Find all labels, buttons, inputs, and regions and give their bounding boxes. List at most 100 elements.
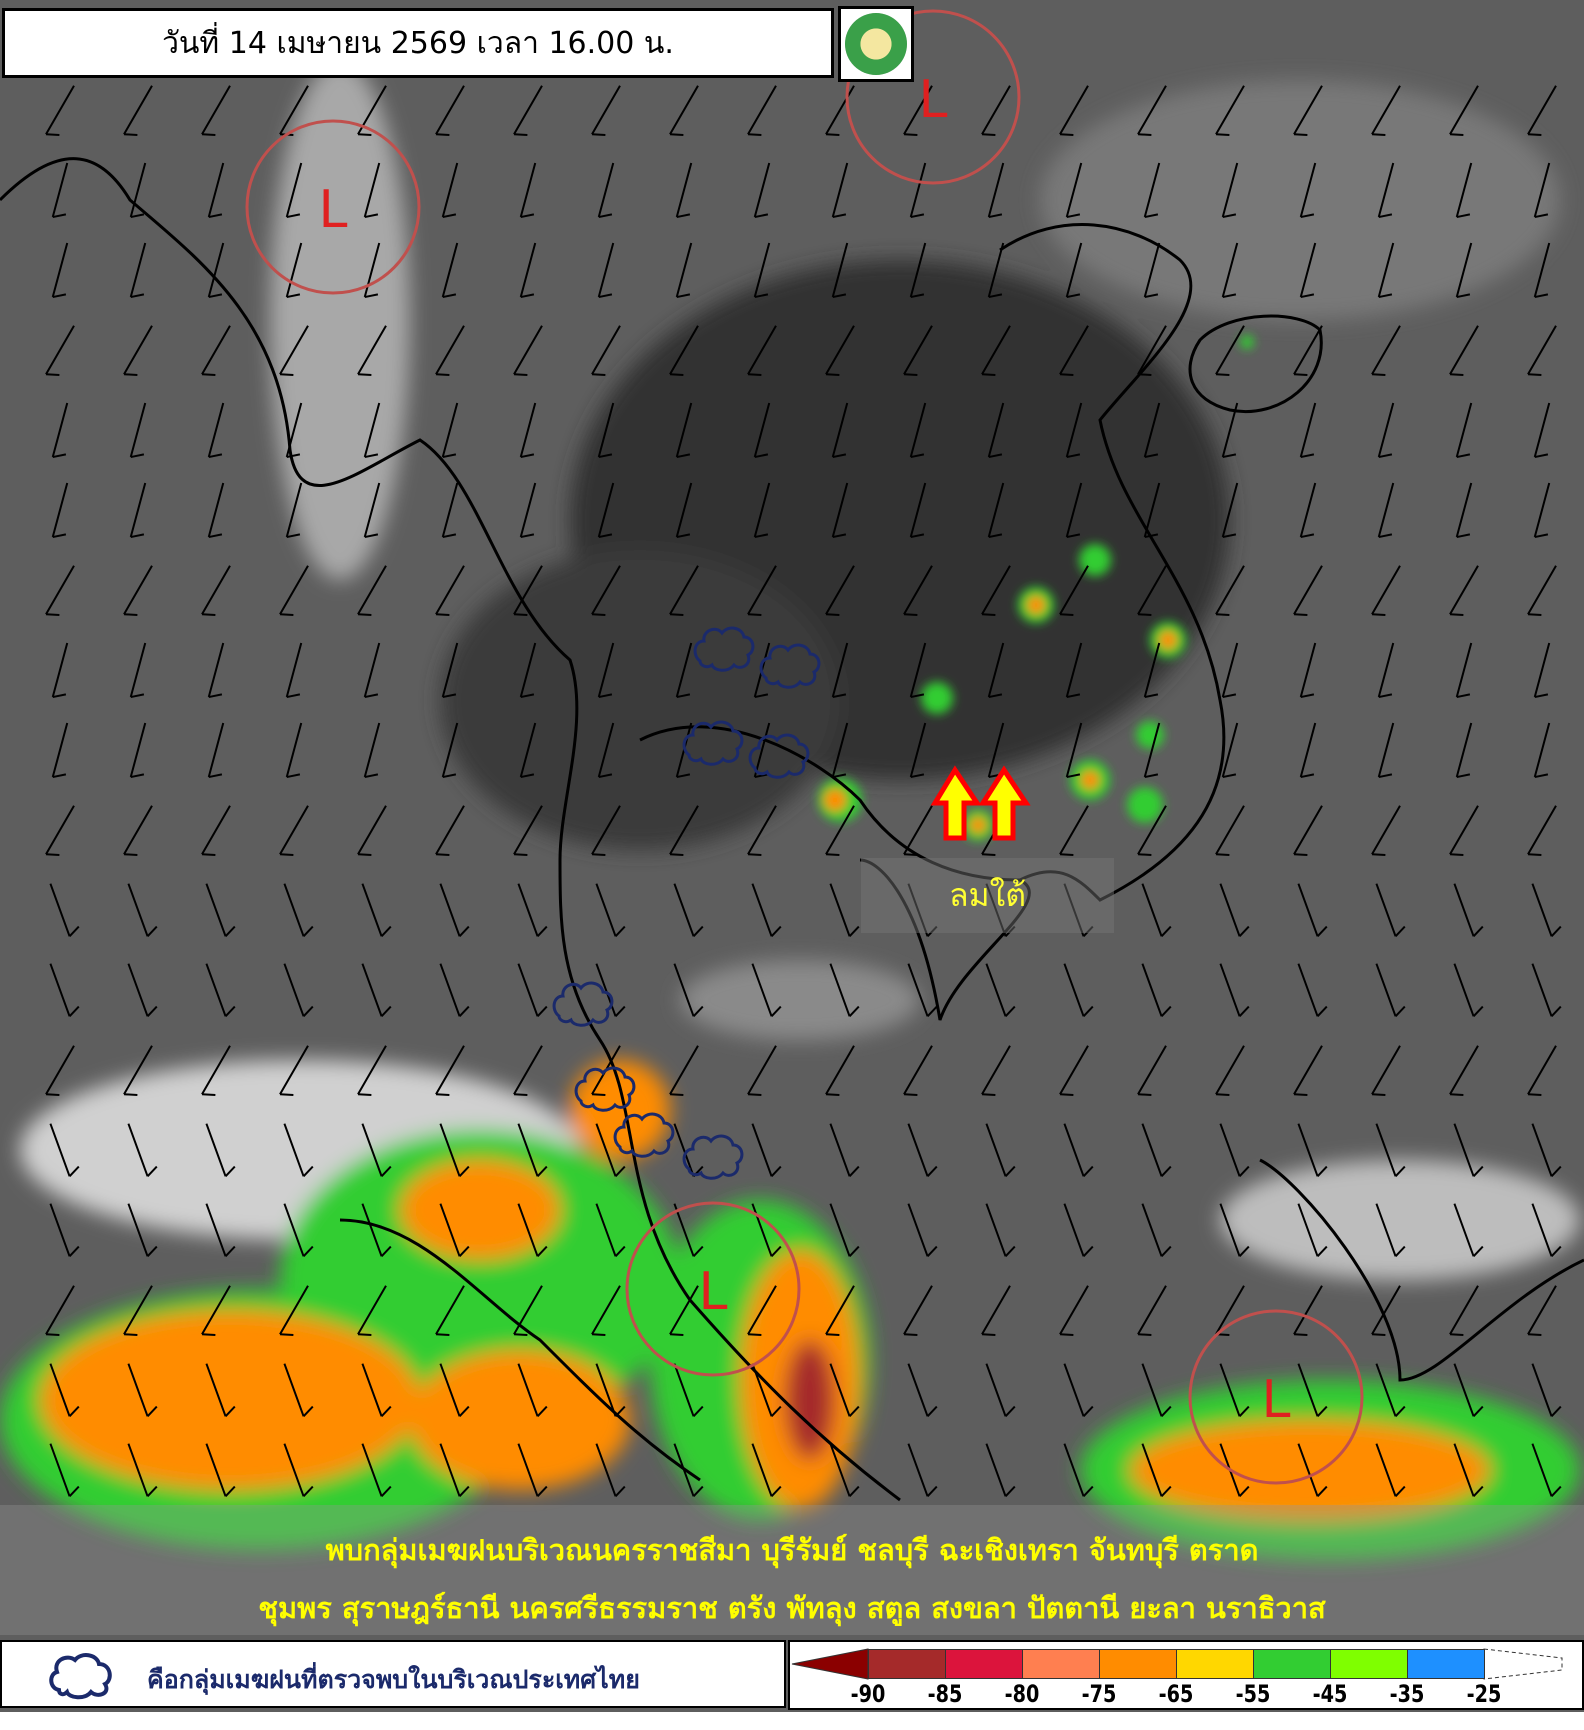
wind-barb: [981, 1285, 1011, 1337]
wind-barb: [829, 1203, 860, 1257]
wind-barb: [363, 402, 381, 459]
wind-barb: [205, 1443, 236, 1497]
wind-barb: [207, 642, 225, 699]
wind-barb: [129, 722, 147, 779]
wind-barb: [1297, 1363, 1328, 1417]
arrow-up-icon: [978, 765, 1031, 841]
wind-barb: [1143, 722, 1161, 779]
wind-barb: [747, 565, 777, 617]
wind-barb: [1375, 1123, 1406, 1177]
wind-barb: [1065, 642, 1083, 699]
wind-barb: [1455, 402, 1473, 459]
wind-barb: [1531, 1203, 1562, 1257]
wind-barb: [1221, 402, 1239, 459]
wind-barb: [123, 1045, 153, 1097]
wind-barb: [51, 242, 69, 299]
wind-barb: [1371, 325, 1401, 377]
wind-barb: [285, 642, 303, 699]
wind-barb: [279, 565, 309, 617]
wind-barb: [1299, 242, 1317, 299]
wind-barb: [987, 642, 1005, 699]
wind-barb: [1059, 325, 1089, 377]
wind-barb: [747, 1285, 777, 1337]
wind-barb: [673, 883, 704, 937]
wind-barb: [1533, 402, 1551, 459]
wind-barb: [1297, 1123, 1328, 1177]
wind-barb: [753, 722, 771, 779]
wind-barb: [51, 642, 69, 699]
low-label: L: [319, 180, 348, 240]
wind-barb: [1375, 1363, 1406, 1417]
wind-barb: [513, 85, 543, 137]
wind-barb: [205, 1123, 236, 1177]
wind-barb: [1453, 1363, 1484, 1417]
wind-barb: [123, 805, 153, 857]
wind-barb: [831, 642, 849, 699]
wind-barb: [1533, 162, 1551, 219]
wind-barb: [517, 1363, 548, 1417]
wind-barb: [909, 402, 927, 459]
wind-barb: [1143, 162, 1161, 219]
rain-cloud-marker: [748, 733, 810, 779]
wind-label: ลมใต้: [861, 858, 1114, 933]
wind-barb: [1141, 883, 1172, 937]
wind-barb: [1533, 722, 1551, 779]
wind-barb: [357, 1285, 387, 1337]
wind-barb: [361, 1363, 392, 1417]
wind-barb: [357, 805, 387, 857]
wind-barb: [51, 722, 69, 779]
wind-barb: [129, 242, 147, 299]
low-pressure-2: L: [845, 9, 1021, 185]
tmd-logo: [838, 6, 914, 82]
wind-barb: [1215, 565, 1245, 617]
rain-cloud-marker: [574, 1066, 636, 1112]
wind-barb: [903, 85, 933, 137]
wind-barb: [519, 162, 537, 219]
logo-emblem-icon: [845, 13, 907, 75]
scale-tick: -90: [850, 1680, 886, 1708]
wind-barb: [1527, 1045, 1557, 1097]
wind-barb: [829, 1123, 860, 1177]
wind-barb: [1293, 325, 1323, 377]
convective-cells: [818, 335, 1254, 841]
scale-color-2: [1022, 1649, 1100, 1679]
wind-barb: [909, 242, 927, 299]
wind-barb: [1531, 1123, 1562, 1177]
wind-barb: [985, 1443, 1016, 1497]
wind-barb: [1137, 1045, 1167, 1097]
wind-barb: [517, 1203, 548, 1257]
wind-barb: [1371, 1285, 1401, 1337]
wind-barb: [829, 883, 860, 937]
wind-barb: [1531, 963, 1562, 1017]
wind-barb: [45, 325, 75, 377]
wind-barb: [363, 642, 381, 699]
wind-barb: [1453, 883, 1484, 937]
wind-barb: [1377, 242, 1395, 299]
wind-barbs: [45, 85, 1562, 1497]
wind-barb: [1377, 482, 1395, 539]
scale-tick: -55: [1235, 1680, 1271, 1708]
wind-barb: [591, 85, 621, 137]
scale-arrows: [791, 1648, 1563, 1680]
wind-barb: [1449, 85, 1479, 137]
wind-barb: [361, 963, 392, 1017]
wind-barb: [1453, 1123, 1484, 1177]
wind-barb: [1065, 722, 1083, 779]
scale-color-1: [945, 1649, 1023, 1679]
summary-line-1: พบกลุ่มเมฆฝนบริเวณนครราชสีมา บุรีรัมย์ ช…: [325, 1533, 1259, 1567]
wind-barb: [1141, 1443, 1172, 1497]
wind-barb: [1527, 85, 1557, 137]
wind-barb: [45, 85, 75, 137]
wind-barb: [1371, 565, 1401, 617]
wind-barb: [597, 242, 615, 299]
wind-barb: [1221, 642, 1239, 699]
wind-barb: [831, 722, 849, 779]
wind-barb: [1215, 325, 1245, 377]
wind-barb: [1453, 1203, 1484, 1257]
coastlines: [0, 157, 1584, 1502]
wind-barb: [441, 402, 459, 459]
wind-barb: [207, 722, 225, 779]
wind-barb: [1141, 963, 1172, 1017]
wind-barb: [519, 722, 537, 779]
wind-barb: [1141, 1363, 1172, 1417]
